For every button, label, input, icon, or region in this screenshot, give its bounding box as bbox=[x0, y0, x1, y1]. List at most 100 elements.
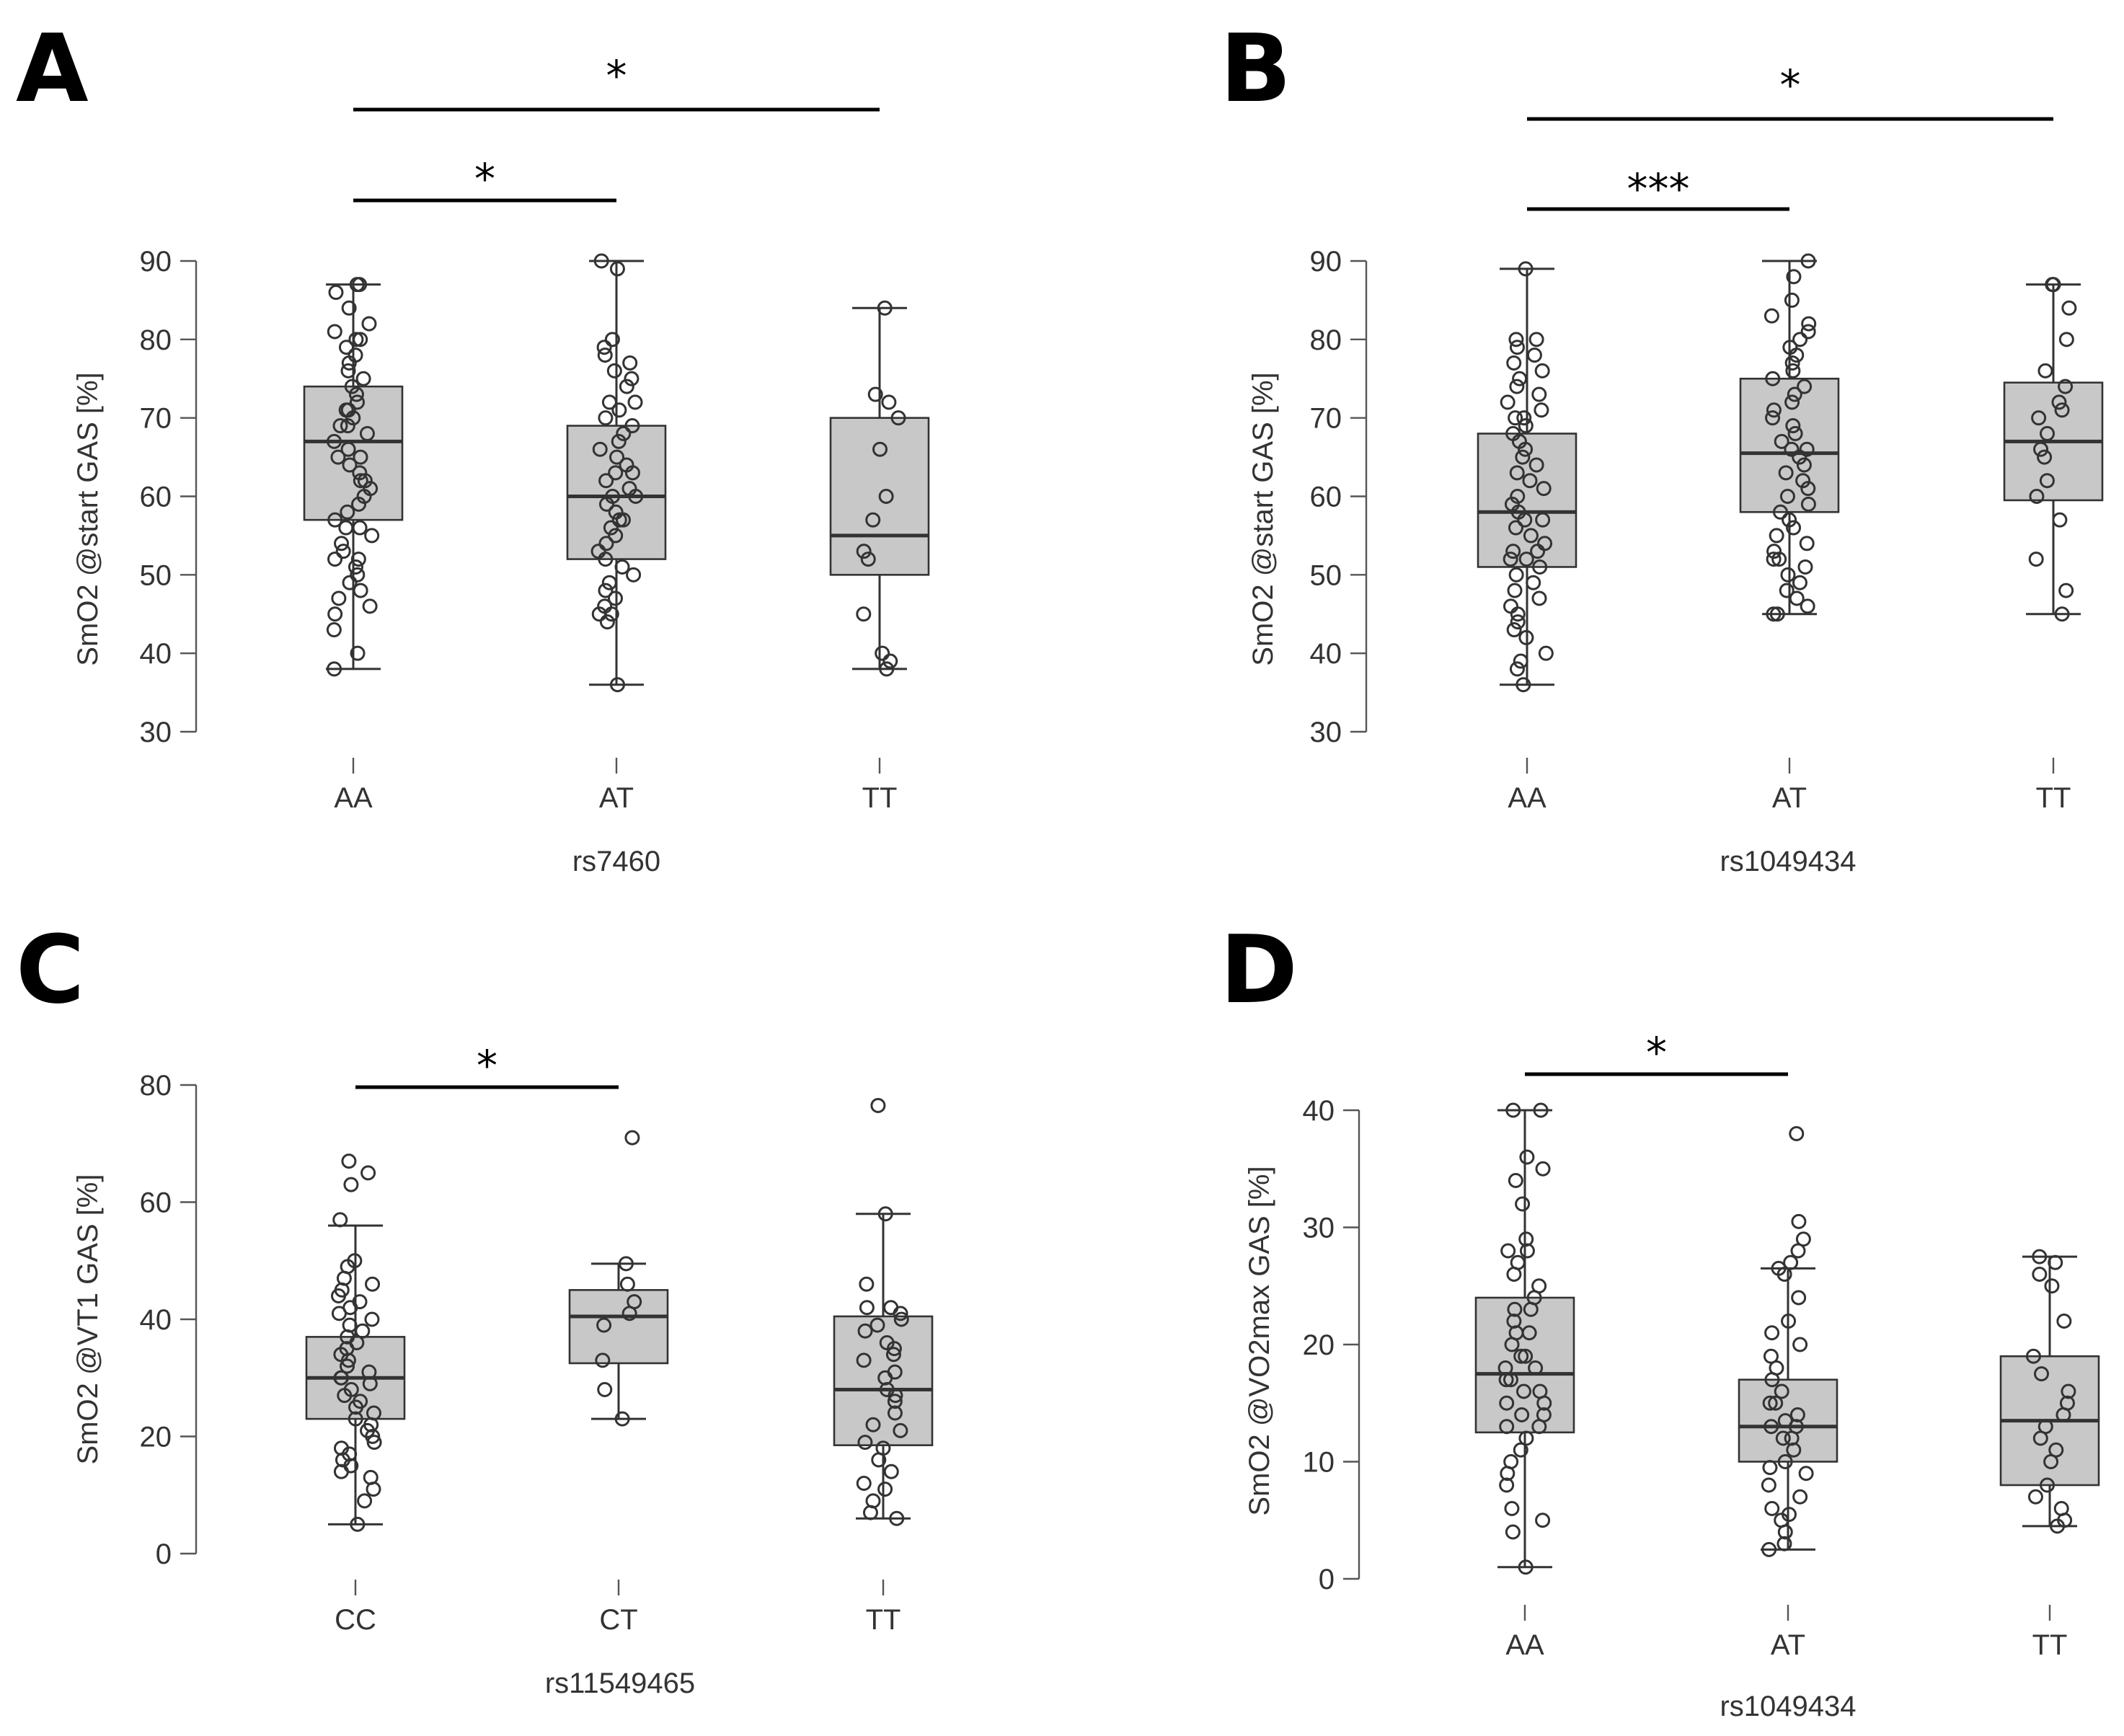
data-point bbox=[2061, 300, 2077, 316]
data-point bbox=[2056, 1314, 2072, 1329]
y-tick-label: 60 bbox=[140, 482, 172, 513]
data-point bbox=[614, 559, 630, 575]
x-tick-label: TT bbox=[2032, 1629, 2068, 1661]
y-tick-label: 80 bbox=[140, 1070, 172, 1102]
data-point bbox=[1799, 536, 1815, 552]
data-point bbox=[879, 661, 895, 677]
data-point bbox=[1508, 567, 1524, 583]
data-point bbox=[1792, 1489, 1808, 1505]
y-tick-label: 20 bbox=[1303, 1329, 1335, 1361]
data-point bbox=[1784, 441, 1800, 457]
data-point bbox=[1790, 1243, 1806, 1259]
data-point bbox=[1789, 347, 1805, 363]
data-point bbox=[350, 552, 366, 567]
data-point bbox=[1513, 1348, 1529, 1364]
data-point bbox=[1519, 1243, 1535, 1259]
data-point bbox=[1523, 1301, 1539, 1317]
x-tick-label: CT bbox=[599, 1604, 637, 1636]
data-point bbox=[1500, 394, 1515, 410]
data-point bbox=[1776, 1536, 1792, 1551]
data-point bbox=[1518, 1559, 1534, 1575]
data-point bbox=[362, 598, 378, 614]
x-tick-label: AA bbox=[1508, 782, 1546, 814]
data-point bbox=[877, 1206, 893, 1222]
plot-area-d: 0 10 20 30 40 AA AT TT * bbox=[1303, 1028, 2100, 1661]
data-point bbox=[597, 347, 613, 363]
data-point bbox=[2032, 1249, 2048, 1265]
data-point bbox=[1786, 1442, 1802, 1458]
data-point bbox=[624, 371, 640, 386]
significance-label: * bbox=[474, 154, 495, 203]
data-point bbox=[1531, 590, 1547, 606]
data-point bbox=[1513, 653, 1528, 669]
data-point bbox=[1777, 1454, 1793, 1469]
data-point bbox=[2040, 425, 2056, 441]
iqr-box bbox=[833, 1315, 934, 1446]
x-tick-label: AT bbox=[1772, 782, 1807, 814]
significance-label: * bbox=[477, 1041, 497, 1090]
data-point bbox=[2037, 363, 2053, 378]
data-point bbox=[598, 473, 614, 489]
data-point bbox=[1518, 1348, 1534, 1364]
x-axis-title-b: rs1049434 bbox=[1720, 846, 1856, 877]
data-point bbox=[611, 512, 627, 528]
data-point bbox=[624, 465, 640, 481]
data-point bbox=[338, 340, 354, 355]
data-point bbox=[865, 512, 881, 528]
panel-letter-b: B bbox=[1220, 14, 1291, 123]
data-point bbox=[331, 590, 347, 606]
data-point bbox=[859, 1276, 875, 1292]
data-point bbox=[878, 489, 894, 504]
x-tick-label: TT bbox=[862, 782, 898, 814]
data-point bbox=[348, 1411, 363, 1427]
data-point bbox=[593, 253, 609, 269]
data-point bbox=[1789, 1407, 1805, 1422]
data-point bbox=[885, 1347, 901, 1363]
data-point bbox=[877, 1482, 893, 1497]
data-point bbox=[1505, 544, 1521, 559]
significance-label: * bbox=[606, 51, 627, 100]
data-point bbox=[350, 645, 366, 661]
y-tick-label: 0 bbox=[156, 1538, 172, 1570]
data-point bbox=[348, 1399, 364, 1415]
y-axis-title-a: SmO2 @start GAS [%] bbox=[72, 372, 104, 665]
data-point bbox=[1508, 1173, 1523, 1188]
significance-label: * bbox=[1780, 61, 1801, 110]
data-point bbox=[1503, 1372, 1518, 1388]
y-tick-label: 0 bbox=[1319, 1564, 1335, 1595]
data-point bbox=[1505, 1102, 1521, 1118]
data-point bbox=[1499, 1477, 1515, 1493]
data-point bbox=[1789, 1126, 1805, 1141]
box-group-tt bbox=[829, 300, 930, 677]
data-point bbox=[338, 520, 354, 536]
data-point bbox=[1784, 355, 1800, 371]
y-tick-label: 90 bbox=[140, 246, 172, 278]
data-point bbox=[2034, 1366, 2050, 1382]
data-point bbox=[333, 1370, 349, 1386]
data-point bbox=[1499, 1395, 1515, 1411]
data-point bbox=[1534, 363, 1550, 378]
data-point bbox=[1775, 1430, 1791, 1446]
data-point bbox=[598, 536, 614, 552]
panel-c: C SmO2 @VT1 GAS [%] rs11549465 0 20 40 60 80… bbox=[16, 915, 934, 1699]
data-point bbox=[341, 300, 357, 316]
data-point bbox=[2025, 1348, 2041, 1364]
data-point bbox=[1761, 1477, 1776, 1493]
data-point bbox=[1787, 386, 1802, 402]
data-point bbox=[872, 441, 888, 457]
data-point bbox=[1508, 520, 1523, 536]
data-point bbox=[883, 1463, 899, 1479]
data-point bbox=[1764, 1372, 1780, 1388]
data-point bbox=[1796, 457, 1812, 473]
data-point bbox=[334, 536, 350, 552]
data-point bbox=[2054, 402, 2070, 418]
data-point bbox=[348, 559, 363, 575]
data-point bbox=[1516, 410, 1532, 426]
data-point bbox=[327, 324, 342, 340]
data-point bbox=[608, 528, 624, 544]
data-point bbox=[352, 520, 368, 536]
y-axis-title-d: SmO2 @VO2max GAS [%] bbox=[1244, 1166, 1275, 1515]
data-point bbox=[350, 1516, 366, 1532]
panel-b: B SmO2 @start GAS [%] rs1049434 30 40 50 60… bbox=[1220, 14, 2104, 877]
